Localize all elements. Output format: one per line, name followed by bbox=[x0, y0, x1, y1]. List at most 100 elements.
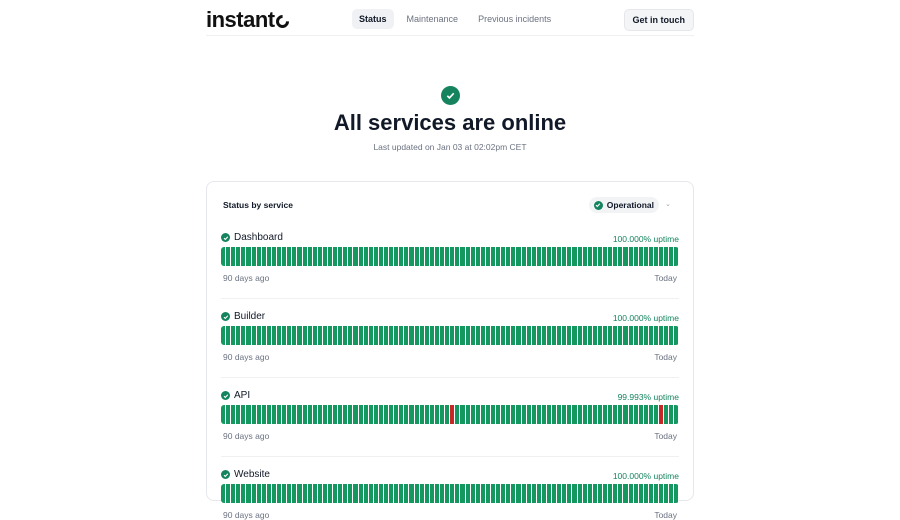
uptime-day-bar[interactable] bbox=[302, 405, 307, 424]
uptime-day-bar[interactable] bbox=[516, 405, 521, 424]
chevron-down-icon[interactable]: ⌄ bbox=[665, 201, 671, 208]
uptime-day-bar[interactable] bbox=[327, 326, 333, 345]
uptime-day-bar[interactable] bbox=[429, 247, 434, 266]
uptime-day-bar[interactable] bbox=[292, 326, 297, 345]
uptime-day-bar[interactable] bbox=[613, 484, 618, 503]
uptime-day-bar[interactable] bbox=[297, 247, 302, 266]
uptime-day-bar[interactable] bbox=[526, 247, 531, 266]
uptime-day-bar[interactable] bbox=[353, 326, 358, 345]
uptime-day-bar[interactable] bbox=[638, 484, 643, 503]
uptime-day-bar[interactable] bbox=[333, 326, 338, 345]
uptime-day-bar[interactable] bbox=[307, 326, 312, 345]
uptime-day-bar[interactable] bbox=[419, 247, 424, 266]
uptime-day-bar[interactable] bbox=[582, 405, 587, 424]
uptime-day-bar[interactable] bbox=[368, 405, 373, 424]
uptime-day-bar[interactable] bbox=[582, 484, 587, 503]
uptime-day-bar[interactable] bbox=[633, 484, 638, 503]
uptime-day-bar[interactable] bbox=[440, 326, 445, 345]
uptime-day-bar[interactable] bbox=[587, 326, 592, 345]
uptime-day-bar[interactable] bbox=[241, 405, 246, 424]
uptime-day-bar[interactable] bbox=[251, 247, 256, 266]
uptime-day-bar[interactable] bbox=[638, 326, 643, 345]
uptime-day-bar[interactable] bbox=[648, 326, 653, 345]
uptime-day-bar[interactable] bbox=[572, 484, 577, 503]
uptime-day-bar[interactable] bbox=[384, 326, 389, 345]
uptime-day-bar[interactable] bbox=[261, 405, 266, 424]
uptime-day-bar[interactable] bbox=[429, 326, 434, 345]
uptime-day-bar[interactable] bbox=[577, 484, 582, 503]
uptime-day-bar[interactable] bbox=[516, 484, 521, 503]
uptime-day-bar[interactable] bbox=[287, 484, 292, 503]
uptime-day-bar[interactable] bbox=[511, 247, 516, 266]
uptime-day-bar[interactable] bbox=[297, 405, 302, 424]
uptime-day-bar[interactable] bbox=[485, 247, 490, 266]
nav-previous-incidents[interactable]: Previous incidents bbox=[478, 14, 552, 24]
uptime-day-bar[interactable] bbox=[648, 484, 653, 503]
uptime-day-bar[interactable] bbox=[475, 484, 480, 503]
uptime-day-bar[interactable] bbox=[282, 247, 287, 266]
uptime-day-bar[interactable] bbox=[292, 484, 297, 503]
uptime-day-bar[interactable] bbox=[465, 405, 470, 424]
uptime-day-bar[interactable] bbox=[485, 405, 490, 424]
uptime-day-bar[interactable] bbox=[480, 484, 485, 503]
uptime-day-bar[interactable] bbox=[277, 247, 282, 266]
uptime-day-bar[interactable] bbox=[470, 484, 475, 503]
uptime-day-bar[interactable] bbox=[659, 247, 664, 266]
uptime-day-bar[interactable] bbox=[623, 247, 628, 266]
uptime-day-bar[interactable] bbox=[409, 405, 414, 424]
uptime-day-bar[interactable] bbox=[338, 247, 343, 266]
uptime-day-bar[interactable] bbox=[541, 326, 546, 345]
uptime-day-bar[interactable] bbox=[506, 247, 511, 266]
uptime-day-bar[interactable] bbox=[440, 247, 445, 266]
uptime-day-bar[interactable] bbox=[282, 484, 287, 503]
uptime-day-bar[interactable] bbox=[455, 405, 460, 424]
uptime-day-bar[interactable] bbox=[322, 247, 327, 266]
uptime-day-bar[interactable] bbox=[231, 326, 236, 345]
uptime-day-bar[interactable] bbox=[511, 405, 516, 424]
uptime-day-bar[interactable] bbox=[608, 484, 613, 503]
uptime-day-bar[interactable] bbox=[317, 405, 322, 424]
uptime-day-bar[interactable] bbox=[338, 405, 343, 424]
uptime-day-bar[interactable] bbox=[608, 405, 613, 424]
uptime-day-bar[interactable] bbox=[261, 326, 266, 345]
uptime-day-bar[interactable] bbox=[480, 405, 485, 424]
uptime-day-bar[interactable] bbox=[633, 326, 638, 345]
uptime-day-bar[interactable] bbox=[246, 326, 251, 345]
uptime-day-bar[interactable] bbox=[287, 405, 292, 424]
uptime-day-bar[interactable] bbox=[506, 326, 511, 345]
uptime-day-bar[interactable] bbox=[312, 247, 317, 266]
uptime-day-bar[interactable] bbox=[404, 484, 409, 503]
uptime-day-bar[interactable] bbox=[424, 247, 429, 266]
uptime-day-bar[interactable] bbox=[221, 484, 226, 503]
uptime-day-bar[interactable] bbox=[501, 326, 506, 345]
uptime-day-bar[interactable] bbox=[623, 405, 628, 424]
uptime-day-bar[interactable] bbox=[587, 484, 592, 503]
uptime-day-bar[interactable] bbox=[664, 247, 669, 266]
uptime-day-bar[interactable] bbox=[552, 247, 557, 266]
uptime-day-bar[interactable] bbox=[221, 247, 226, 266]
uptime-day-bar[interactable] bbox=[434, 484, 440, 503]
uptime-day-bar[interactable] bbox=[490, 247, 496, 266]
uptime-day-bar[interactable] bbox=[506, 405, 511, 424]
uptime-day-bar[interactable] bbox=[445, 484, 450, 503]
uptime-day-bar[interactable] bbox=[348, 484, 353, 503]
uptime-day-bar[interactable] bbox=[557, 326, 562, 345]
uptime-day-bar[interactable] bbox=[389, 405, 394, 424]
uptime-day-bar[interactable] bbox=[460, 405, 465, 424]
uptime-day-bar[interactable] bbox=[445, 326, 450, 345]
uptime-day-bar[interactable] bbox=[480, 247, 485, 266]
uptime-day-bar[interactable] bbox=[557, 484, 562, 503]
uptime-day-bar[interactable] bbox=[327, 247, 333, 266]
uptime-day-bar[interactable] bbox=[674, 247, 679, 266]
uptime-day-bar[interactable] bbox=[638, 405, 643, 424]
uptime-day-bar[interactable] bbox=[460, 484, 465, 503]
uptime-day-bar[interactable] bbox=[378, 484, 383, 503]
uptime-day-bar[interactable] bbox=[302, 326, 307, 345]
uptime-day-bar[interactable] bbox=[674, 405, 679, 424]
uptime-day-bar[interactable] bbox=[536, 484, 541, 503]
uptime-day-bar[interactable] bbox=[501, 484, 506, 503]
uptime-day-bar[interactable] bbox=[541, 484, 546, 503]
logo[interactable]: instant bbox=[206, 7, 292, 33]
uptime-day-bar[interactable] bbox=[669, 405, 674, 424]
uptime-day-bar[interactable] bbox=[271, 326, 277, 345]
